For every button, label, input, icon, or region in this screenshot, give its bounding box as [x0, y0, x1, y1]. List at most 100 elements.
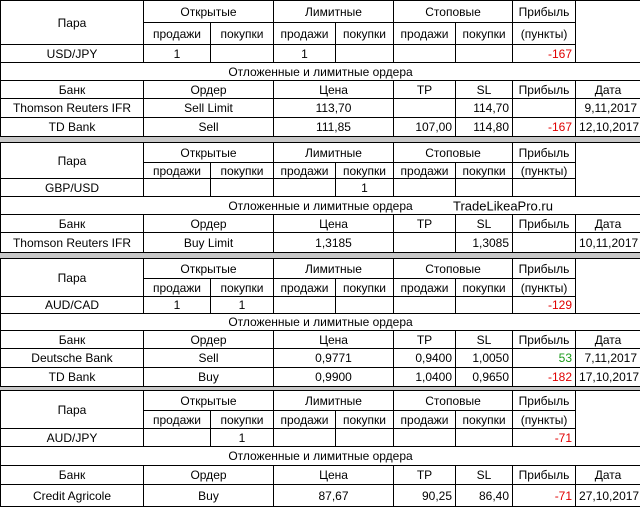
position-count — [394, 429, 456, 447]
subheader-cell: (пункты) — [513, 23, 576, 45]
bank: Thomson Reuters IFR — [1, 233, 144, 253]
header-cell: Открытые — [144, 259, 274, 279]
subheader-cell: продажи — [144, 23, 211, 45]
position-count — [336, 45, 394, 63]
date: 9,11,2017 — [576, 99, 640, 118]
orders-header-cell: Дата — [576, 215, 640, 233]
sl: 114,70 — [456, 99, 513, 118]
header-cell: Стоповые — [394, 259, 513, 279]
orders-header-cell: Ордер — [144, 331, 274, 349]
position-count — [274, 429, 336, 447]
pair-name: USD/JPY — [1, 45, 144, 63]
header-cell: Стоповые — [394, 143, 513, 163]
position-count — [394, 297, 456, 314]
empty-cell — [576, 1, 640, 63]
price: 1,3185 — [274, 233, 394, 253]
orders-header-cell: Дата — [576, 466, 640, 485]
subheader-cell: продажи — [274, 163, 336, 179]
orders-header-cell: Цена — [274, 466, 394, 485]
subheader-cell: покупки — [211, 163, 274, 179]
subheader-cell: (пункты) — [513, 163, 576, 179]
tp: 107,00 — [394, 118, 456, 137]
orders-header-cell: SL — [456, 81, 513, 99]
position-count — [394, 179, 456, 197]
header-cell: Стоповые — [394, 1, 513, 23]
sl: 0,9650 — [456, 368, 513, 387]
subheader-cell: покупки — [456, 23, 513, 45]
position-count: 1 — [211, 429, 274, 447]
subheader-cell: продажи — [394, 163, 456, 179]
orders-header-cell: Цена — [274, 215, 394, 233]
profit: -71 — [513, 485, 576, 507]
date: 12,10,2017 — [576, 118, 640, 137]
position-count — [456, 429, 513, 447]
subheader-cell: продажи — [274, 23, 336, 45]
row: AUD/JPY 1 -71 — [1, 429, 640, 447]
profit: -182 — [513, 368, 576, 387]
orders-header-cell: TP — [394, 215, 456, 233]
subheader-cell: покупки — [456, 411, 513, 429]
position-count: 1 — [274, 45, 336, 63]
tp: 90,25 — [394, 485, 456, 507]
orders-header-cell: Прибыль — [513, 215, 576, 233]
tp — [394, 233, 456, 253]
position-count — [456, 179, 513, 197]
header-cell: Лимитные — [274, 1, 394, 23]
subheader-cell: продажи — [144, 163, 211, 179]
header-cell: Открытые — [144, 391, 274, 411]
orders-header-cell: SL — [456, 331, 513, 349]
sl: 114,80 — [456, 118, 513, 137]
profit: -71 — [513, 429, 576, 447]
orders-header-cell: Прибыль — [513, 331, 576, 349]
profit — [513, 233, 576, 253]
pair-name: AUD/JPY — [1, 429, 144, 447]
empty-cell — [576, 259, 640, 314]
bank: Deutsche Bank — [1, 349, 144, 368]
orders-header-cell: Цена — [274, 81, 394, 99]
order: Buy — [144, 368, 274, 387]
subheader-cell: покупки — [211, 23, 274, 45]
orders-header-cell: Ордер — [144, 466, 274, 485]
header-cell: Прибыль — [513, 391, 576, 411]
position-count — [144, 429, 211, 447]
position-count: 1 — [144, 45, 211, 63]
order: Buy Limit — [144, 233, 274, 253]
header-cell: Пара — [1, 259, 144, 297]
date: 7,11,2017 — [576, 349, 640, 368]
position-count — [144, 179, 211, 197]
price: 113,70 — [274, 99, 394, 118]
header-cell: Лимитные — [274, 143, 394, 163]
header-cell: Открытые — [144, 143, 274, 163]
position-count — [456, 45, 513, 63]
order: Sell — [144, 349, 274, 368]
orders-header-cell: Банк — [1, 331, 144, 349]
subheader-cell: продажи — [144, 279, 211, 297]
order: Buy — [144, 485, 274, 507]
order: Sell — [144, 118, 274, 137]
orders-header-cell: SL — [456, 466, 513, 485]
bank: TD Bank — [1, 368, 144, 387]
price: 111,85 — [274, 118, 394, 137]
subheader-cell: покупки — [211, 411, 274, 429]
position-count — [274, 297, 336, 314]
header-cell: Лимитные — [274, 391, 394, 411]
bank: Credit Agricole — [1, 485, 144, 507]
subheader-cell: продажи — [394, 411, 456, 429]
date: 10,11,2017 — [576, 233, 640, 253]
subheader-cell: покупки — [336, 279, 394, 297]
position-count: 1 — [211, 297, 274, 314]
position-count — [336, 297, 394, 314]
subheader-cell: продажи — [274, 411, 336, 429]
profit — [513, 99, 576, 118]
